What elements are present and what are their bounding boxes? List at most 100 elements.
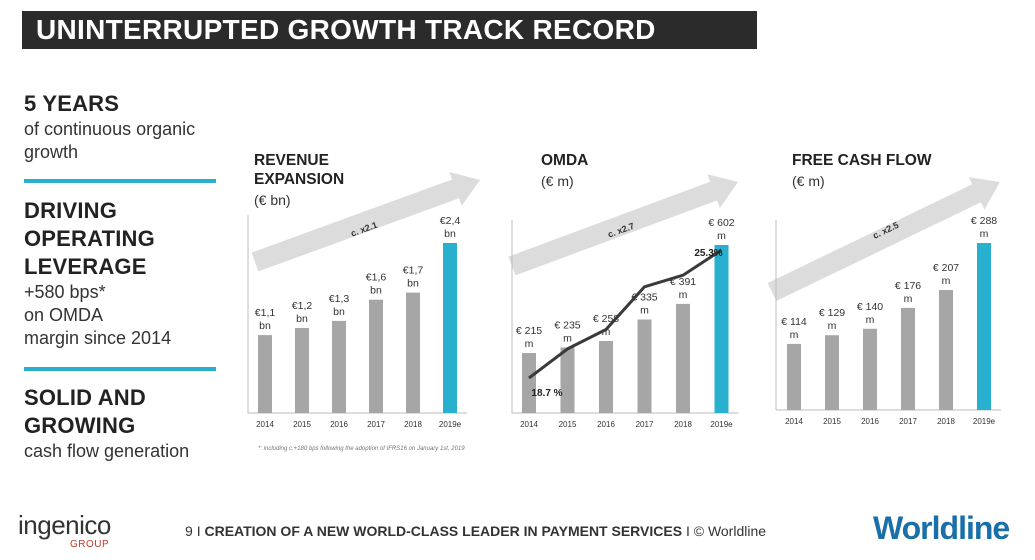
- fcf-value-unit: m: [866, 314, 875, 326]
- omda-bar: [599, 341, 613, 413]
- omda-value-unit: m: [602, 326, 611, 338]
- omda-margin-end-label: 25.3%: [694, 248, 722, 259]
- footer-separator-2: I: [685, 523, 690, 539]
- fcf-bar: [901, 307, 915, 410]
- footer-text: CREATION OF A NEW WORLD-CLASS LEADER IN …: [204, 523, 683, 539]
- omda-x-tick-label: 2017: [636, 420, 654, 429]
- fcf-value-unit: m: [942, 275, 951, 287]
- cashflow-text: cash flow generation: [24, 441, 190, 461]
- revenue-x-tick-label: 2017: [367, 420, 385, 429]
- fcf-chart-title: FREE CASH FLOW: [792, 152, 932, 169]
- leverage-heading-1: DRIVING: [24, 198, 118, 223]
- fcf-bar: [863, 328, 877, 410]
- ingenico-group-label: GROUP: [70, 539, 110, 550]
- footer-copyright: © Worldline: [693, 523, 767, 539]
- fcf-x-tick-label: 2017: [899, 417, 917, 426]
- fcf-x-tick-label: 2018: [937, 417, 955, 426]
- fcf-value-unit: m: [980, 228, 989, 240]
- revenue-x-tick-label: 2019e: [439, 420, 462, 429]
- revenue-value-unit: bn: [296, 313, 308, 325]
- omda-growth-arrow: [508, 174, 738, 276]
- revenue-value-unit: bn: [259, 320, 271, 332]
- omda-chart-unit: (€ m): [541, 173, 574, 189]
- revenue-x-tick-label: 2016: [330, 420, 348, 429]
- fcf-value-label: € 129: [819, 307, 845, 319]
- revenue-chart-unit: (€ bn): [254, 192, 291, 208]
- omda-bar: [676, 303, 690, 413]
- omda-x-tick-label: 2019e: [710, 420, 733, 429]
- footer-separator: I: [196, 523, 201, 539]
- fcf-x-tick-label: 2014: [785, 417, 803, 426]
- revenue-chart: c. x2.1€1,1bn2014€1,2bn2015€1,3bn2016€1,…: [247, 172, 480, 429]
- fcf-value-unit: m: [790, 329, 799, 341]
- omda-bar: [560, 347, 575, 413]
- omda-bar: [522, 353, 536, 413]
- leverage-heading-2: OPERATING: [24, 226, 155, 251]
- leverage-heading-3: LEVERAGE: [24, 254, 147, 279]
- revenue-value-unit: bn: [444, 228, 456, 240]
- fcf-chart-unit: (€ m): [792, 173, 825, 189]
- fcf-value-unit: m: [828, 320, 837, 332]
- omda-x-tick-label: 2014: [520, 420, 538, 429]
- omda-margin-start-label: 18.7 %: [531, 388, 562, 399]
- fcf-bar: [787, 343, 801, 410]
- revenue-value-label: €1,3: [329, 293, 350, 305]
- years-text-1: of continuous organic: [24, 119, 196, 139]
- fcf-value-label: € 207: [933, 262, 959, 274]
- fcf-x-tick-label: 2016: [861, 417, 879, 426]
- fcf-value-label: € 288: [971, 215, 997, 227]
- revenue-growth-arrow: [251, 172, 480, 272]
- leverage-text-3: margin since 2014: [24, 328, 172, 348]
- omda-x-tick-label: 2016: [597, 420, 615, 429]
- omda-value-unit: m: [640, 305, 649, 317]
- revenue-bar: [332, 320, 346, 413]
- revenue-x-tick-label: 2018: [404, 420, 422, 429]
- revenue-bar: [406, 292, 420, 413]
- fcf-x-tick-label: 2019e: [973, 417, 996, 426]
- fcf-growth-arrow: [767, 177, 1000, 301]
- fcf-x-tick-label: 2015: [823, 417, 841, 426]
- page-title: UNINTERRUPTED GROWTH TRACK RECORD: [22, 11, 757, 49]
- revenue-value-label: €1,6: [366, 272, 387, 284]
- omda-chart-title: OMDA: [541, 152, 589, 169]
- fcf-value-label: € 176: [895, 280, 921, 292]
- revenue-bar: [295, 328, 309, 413]
- leverage-text-1: +580 bps*: [24, 282, 106, 302]
- revenue-chart-title: REVENUE EXPANSION: [254, 151, 344, 189]
- omda-value-label: € 215: [516, 325, 542, 337]
- leverage-text-2: on OMDA: [24, 305, 104, 325]
- revenue-x-tick-label: 2015: [293, 420, 311, 429]
- fcf-bar: [825, 335, 839, 410]
- revenue-bar: [369, 299, 383, 413]
- omda-value-unit: m: [525, 338, 534, 350]
- revenue-value-unit: bn: [407, 278, 419, 290]
- footer: 9 I CREATION OF A NEW WORLD-CLASS LEADER…: [185, 523, 766, 539]
- ingenico-logo: ingenico: [18, 510, 111, 540]
- years-text-2: growth: [24, 142, 79, 162]
- fcf-value-unit: m: [904, 293, 913, 305]
- divider-1: [24, 179, 216, 183]
- fcf-value-label: € 114: [781, 316, 807, 328]
- revenue-value-label: €2,4: [440, 215, 461, 227]
- revenue-value-unit: bn: [333, 306, 345, 318]
- revenue-bar: [258, 335, 272, 413]
- omda-value-label: € 391: [670, 276, 696, 288]
- footnote: *: including c.+180 bps following the ad…: [258, 446, 465, 452]
- revenue-value-label: €1,7: [403, 265, 424, 277]
- divider-2: [24, 367, 216, 371]
- omda-x-tick-label: 2018: [674, 420, 692, 429]
- omda-value-unit: m: [563, 332, 572, 344]
- revenue-x-tick-label: 2014: [256, 420, 274, 429]
- revenue-title-line-1: REVENUE: [254, 152, 329, 169]
- fcf-bar: [939, 290, 953, 410]
- omda-bar: [714, 245, 729, 413]
- cashflow-heading-1: SOLID AND: [24, 385, 146, 410]
- omda-value-unit: m: [679, 289, 688, 301]
- omda-margin-line: [528, 248, 723, 380]
- revenue-value-unit: bn: [370, 285, 382, 297]
- page-number: 9: [185, 523, 193, 539]
- revenue-bar: [443, 243, 457, 413]
